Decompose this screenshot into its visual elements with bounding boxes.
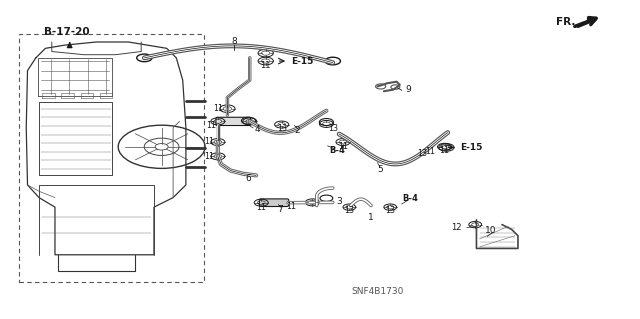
Text: B-4: B-4 — [330, 146, 345, 155]
Text: 7: 7 — [278, 204, 284, 213]
Text: 13: 13 — [385, 206, 396, 215]
Text: 11: 11 — [286, 202, 296, 211]
Text: FR.: FR. — [556, 17, 575, 27]
Text: 13: 13 — [328, 124, 338, 133]
Text: 9: 9 — [405, 85, 411, 94]
Text: SNF4B1730: SNF4B1730 — [351, 287, 404, 296]
FancyBboxPatch shape — [259, 199, 289, 206]
Text: E-15: E-15 — [291, 56, 314, 65]
Text: B-17-20: B-17-20 — [44, 27, 90, 37]
FancyArrowPatch shape — [578, 19, 596, 26]
Text: 11: 11 — [256, 203, 266, 212]
Text: 11: 11 — [205, 152, 214, 161]
Text: 13: 13 — [417, 149, 427, 158]
Text: 2: 2 — [295, 126, 300, 135]
Text: 4: 4 — [255, 125, 260, 134]
Text: 13: 13 — [276, 124, 287, 133]
Text: 11: 11 — [338, 142, 348, 151]
Text: 1: 1 — [368, 213, 374, 222]
FancyBboxPatch shape — [216, 117, 250, 125]
Text: 6: 6 — [246, 174, 252, 183]
Text: 11: 11 — [205, 137, 214, 145]
Text: 8: 8 — [231, 38, 237, 47]
Text: 3: 3 — [336, 197, 342, 206]
Text: 11: 11 — [207, 121, 216, 130]
Text: 11: 11 — [440, 146, 449, 155]
Text: 11: 11 — [260, 61, 271, 70]
Text: 11: 11 — [426, 147, 435, 156]
Text: 11: 11 — [213, 104, 223, 113]
Text: E-15: E-15 — [461, 143, 483, 152]
Text: B-4: B-4 — [403, 194, 419, 203]
Bar — [19, 34, 204, 282]
Text: 12: 12 — [451, 223, 462, 232]
Text: 10: 10 — [485, 226, 497, 235]
Text: 13: 13 — [344, 206, 355, 215]
Text: 5: 5 — [377, 165, 383, 174]
